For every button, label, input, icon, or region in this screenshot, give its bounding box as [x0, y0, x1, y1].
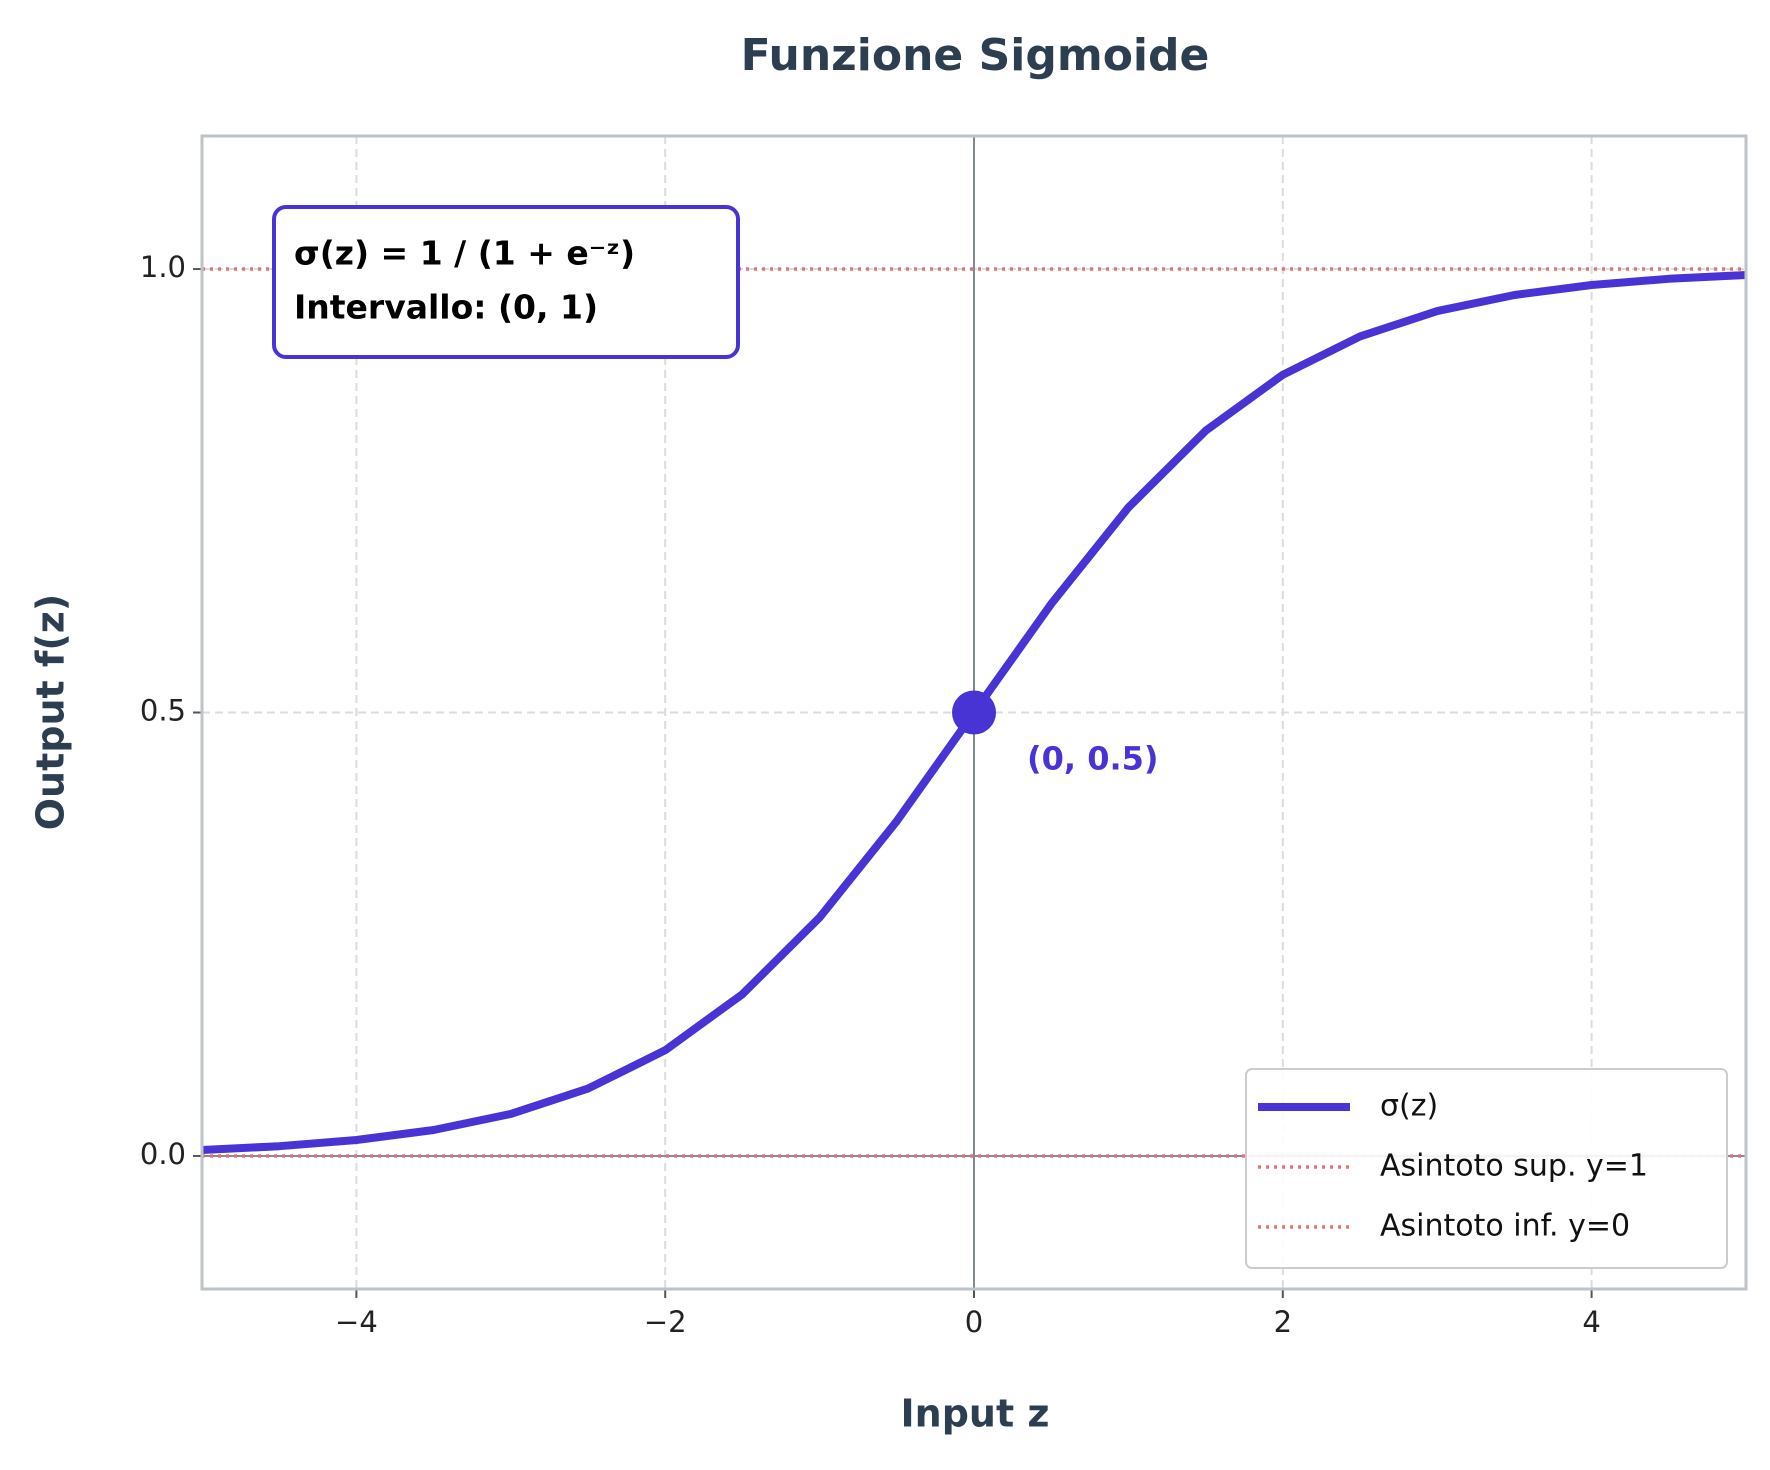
legend — [1245, 1068, 1728, 1269]
text-box-line: σ(z) = 1 / (1 + e⁻ᶻ) — [294, 234, 635, 273]
y-tick-label: 1.0 — [140, 250, 186, 284]
x-tick-label: 0 — [965, 1305, 983, 1339]
y-tick-label: 0.0 — [140, 1137, 186, 1171]
x-tick-label: −4 — [335, 1305, 378, 1339]
annotation: (0, 0.5) — [1027, 740, 1159, 778]
x-tick-label: 4 — [1582, 1305, 1600, 1339]
legend-label: σ(z) — [1380, 1089, 1438, 1124]
y-axis-label: Output f(z) — [29, 594, 73, 831]
chart-title: Funzione Sigmoide — [741, 30, 1210, 81]
legend-label: Asintoto inf. y=0 — [1380, 1209, 1630, 1244]
plot-frame — [200, 134, 1748, 1291]
x-tick-label: −2 — [644, 1305, 687, 1339]
legend-label: Asintoto sup. y=1 — [1380, 1149, 1648, 1184]
text-box — [272, 205, 740, 359]
x-axis-label: Input z — [901, 1392, 1050, 1436]
marker — [952, 690, 996, 735]
y-tick-label: 0.5 — [140, 694, 186, 728]
text-box-line: Intervallo: (0, 1) — [294, 288, 598, 327]
x-tick-label: 2 — [1274, 1305, 1292, 1339]
